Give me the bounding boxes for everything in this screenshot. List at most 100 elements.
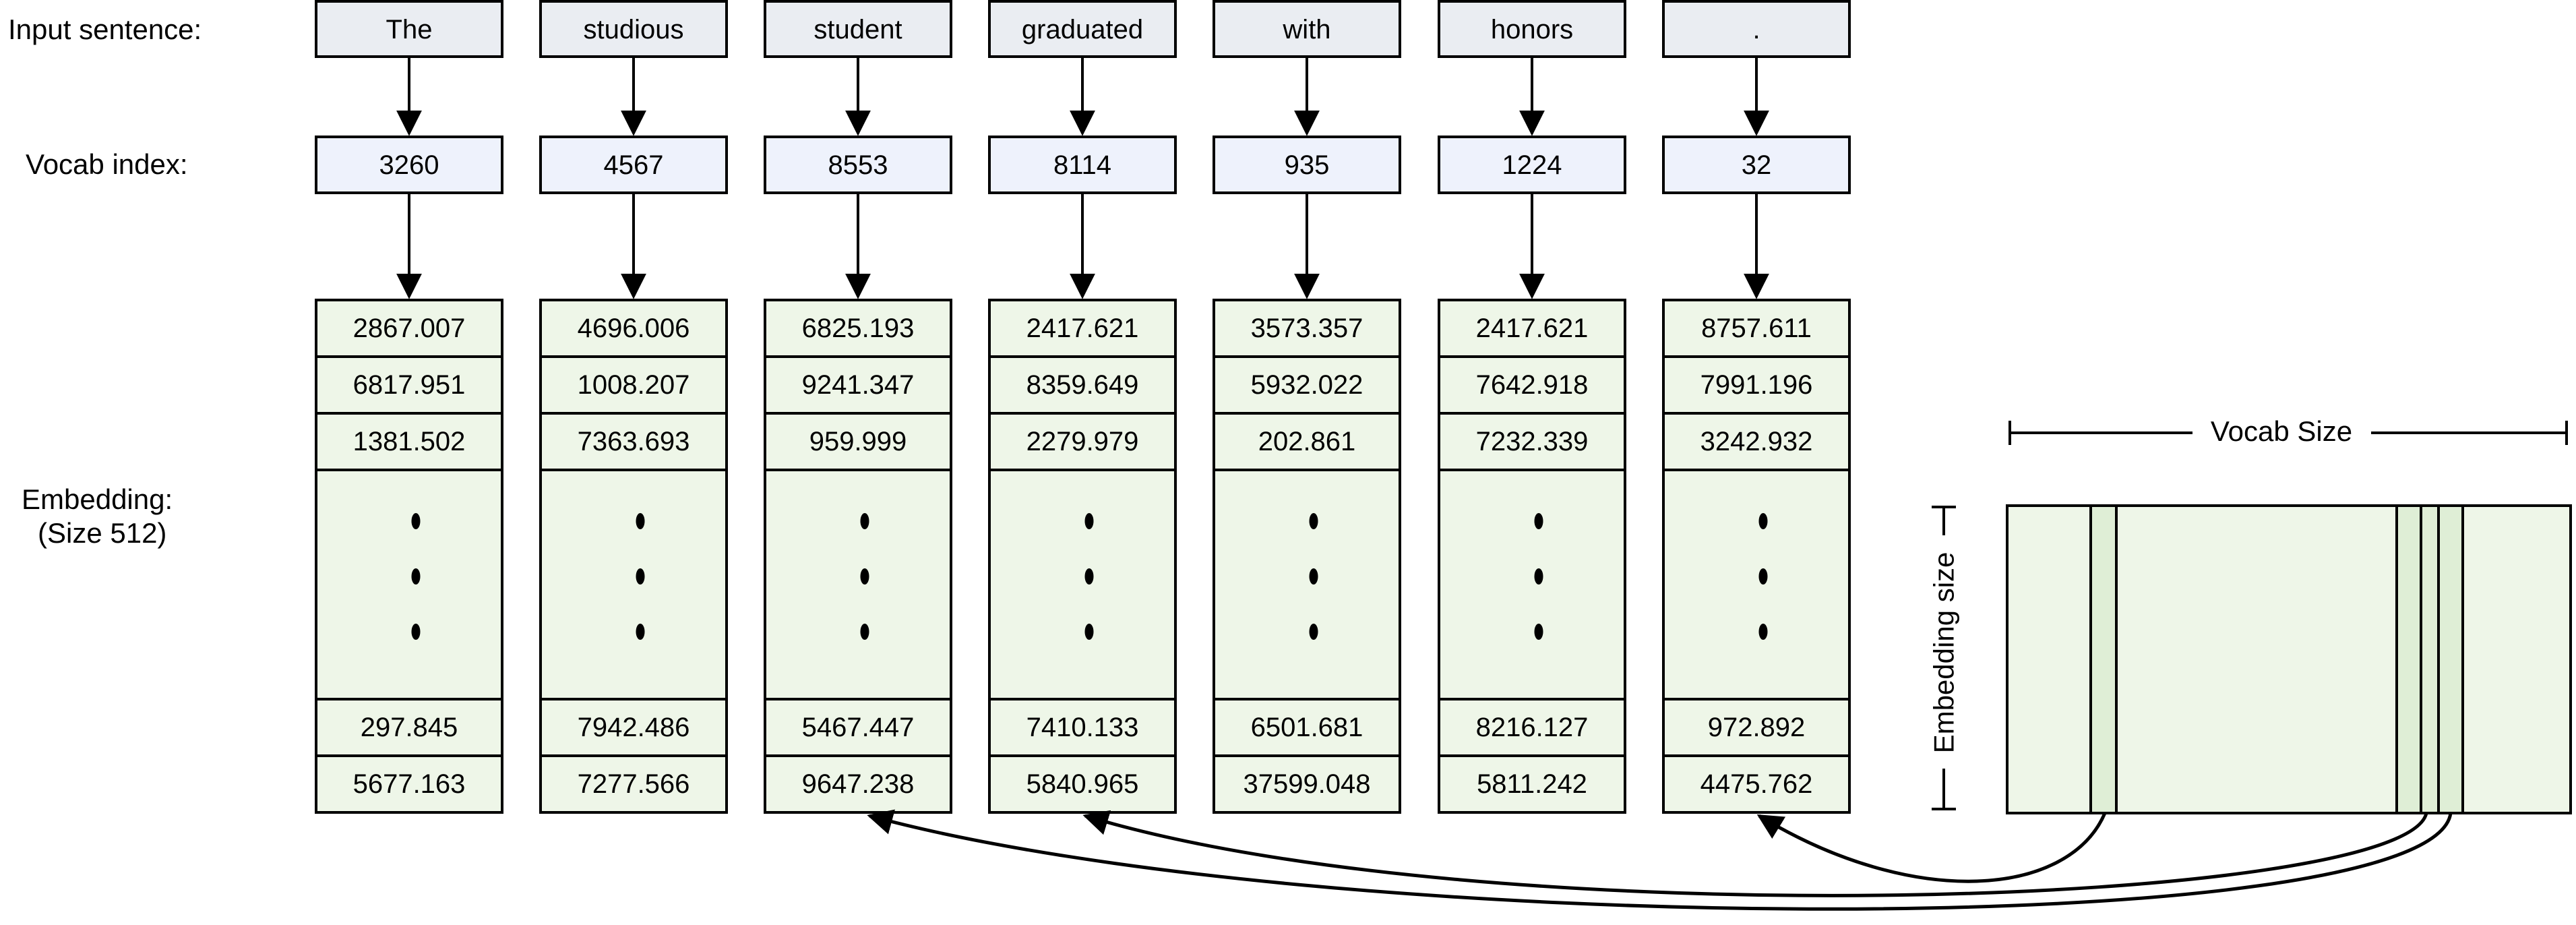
ellipsis-dot (860, 624, 869, 640)
vocab-index-box (315, 136, 503, 194)
embedding-value: 1008.207 (578, 370, 690, 400)
ellipsis-dot (1084, 513, 1094, 529)
vocab-index-value: 3260 (379, 150, 439, 180)
token-word: studious (584, 15, 684, 44)
vocab-index-value: 935 (1285, 150, 1330, 180)
embedding-value: 5677.163 (353, 769, 466, 799)
ellipsis-dot (1758, 513, 1768, 529)
embedding-cell (1213, 299, 1401, 358)
embedding-cell (315, 754, 503, 814)
token-box (315, 0, 503, 58)
embedding-cell (315, 355, 503, 415)
vocab-index-value: 8553 (828, 150, 888, 180)
embedding-value: 6817.951 (353, 370, 466, 400)
input-sentence-label: Input sentence: (8, 13, 202, 45)
embedding-cell (1662, 754, 1851, 814)
embedding-ellipsis-cell (988, 469, 1177, 700)
embedding-value: 7277.566 (578, 769, 690, 799)
embedding-size-bracket: Embedding size (1928, 506, 1960, 810)
embedding-ellipsis-cell (764, 469, 952, 700)
ellipsis-dot (1534, 513, 1543, 529)
token-columns: The 3260 2867.007 6817.951 1381.502 297.845 56… (315, 0, 1851, 814)
token-column: The 3260 2867.007 6817.951 1381.502 297.845 56… (315, 0, 503, 814)
embedding-label: Embedding: (22, 483, 173, 515)
vocab-index-value: 8114 (1053, 150, 1111, 180)
embedding-value: 202.861 (1258, 427, 1356, 456)
embedding-ellipsis-cell (1213, 469, 1401, 700)
embedding-value: 8359.649 (1026, 370, 1139, 400)
token-box (1662, 0, 1851, 58)
vocab-index-box (1662, 136, 1851, 194)
vocab-index-box (1213, 136, 1401, 194)
embedding-value: 1381.502 (353, 427, 466, 456)
token-column: . 32 8757.611 7991.196 3242.932 972.892 4475.7… (1662, 0, 1851, 814)
ellipsis-dot (1084, 624, 1094, 640)
embedding-cell (315, 698, 503, 757)
embedding-value: 5467.447 (802, 713, 915, 742)
token-word: student (814, 15, 902, 44)
embedding-value: 3573.357 (1251, 314, 1363, 343)
vocab-size-bracket: Vocab Size (2008, 415, 2568, 447)
embedding-value: 2279.979 (1026, 427, 1139, 456)
embedding-cell (1213, 698, 1401, 757)
token-box (539, 0, 728, 58)
lookup-arrow-to-graduated (1082, 810, 2428, 897)
embedding-cell (539, 355, 728, 415)
token-column: studious 4567 4696.006 1008.207 7363.693 7942… (539, 0, 728, 814)
ellipsis-dot (411, 568, 421, 585)
embedding-value: 959.999 (809, 427, 907, 456)
ellipsis-dot (860, 568, 869, 585)
matrix-column-extra (2437, 504, 2464, 814)
embedding-value: 297.845 (361, 713, 458, 742)
embedding-cell (539, 299, 728, 358)
embedding-vector: 8757.611 7991.196 3242.932 972.892 4475.762 (1662, 299, 1851, 814)
ellipsis-dot (1309, 568, 1318, 585)
embedding-cell (764, 355, 952, 415)
embedding-size-label: Embedding size (1928, 552, 1960, 754)
ellipsis-dot (1534, 624, 1543, 640)
embedding-value: 2867.007 (353, 314, 466, 343)
token-box (764, 0, 952, 58)
embedding-cell (764, 299, 952, 358)
embedding-value: 9241.347 (802, 370, 915, 400)
embedding-cell (1213, 412, 1401, 471)
ellipsis-dot (1758, 624, 1768, 640)
vocab-index-box (539, 136, 728, 194)
embedding-value: 5811.242 (1477, 769, 1587, 799)
token-column: student 8553 6825.193 9241.347 959.999 5467.4… (764, 0, 952, 814)
embedding-cell (1438, 698, 1626, 757)
embedding-cell (1438, 299, 1626, 358)
embedding-cell (988, 754, 1177, 814)
lookup-arrow-to-period (1756, 812, 2107, 883)
embedding-value: 3242.932 (1700, 427, 1813, 456)
vocab-index-box (988, 136, 1177, 194)
ellipsis-dot (411, 624, 421, 640)
embedding-cell (988, 355, 1177, 415)
embedding-value: 8216.127 (1476, 713, 1589, 742)
embedding-value: 9647.238 (802, 769, 915, 799)
embedding-value: 2417.621 (1026, 314, 1139, 343)
embedding-value: 7942.486 (578, 713, 690, 742)
token-word: with (1282, 15, 1330, 44)
embedding-vector: 4696.006 1008.207 7363.693 7942.486 7277.566 (539, 299, 728, 814)
embedding-vector: 2417.621 7642.918 7232.339 8216.127 5811.242 (1438, 299, 1626, 814)
ellipsis-dot (636, 624, 645, 640)
token-word: honors (1491, 15, 1573, 44)
token-box (1213, 0, 1401, 58)
embedding-cell (539, 754, 728, 814)
embedding-matrix (2006, 504, 2572, 814)
ellipsis-dot (636, 513, 645, 529)
embedding-value: 7991.196 (1700, 370, 1813, 400)
token-word: graduated (1022, 15, 1143, 44)
embedding-value: 7232.339 (1476, 427, 1589, 456)
embedding-value: 972.892 (1708, 713, 1806, 742)
embedding-cell (764, 754, 952, 814)
ellipsis-dot (860, 513, 869, 529)
embedding-ellipsis-cell (539, 469, 728, 700)
embedding-value: 5932.022 (1251, 370, 1363, 400)
embedding-cell (988, 412, 1177, 471)
ellipsis-dot (1084, 568, 1094, 585)
embedding-vector: 3573.357 5932.022 202.861 6501.681 37599.048 (1213, 299, 1401, 814)
lookup-arrow-to-student (867, 809, 2453, 911)
token-column: graduated 8114 2417.621 8359.649 2279.979 741… (988, 0, 1177, 814)
